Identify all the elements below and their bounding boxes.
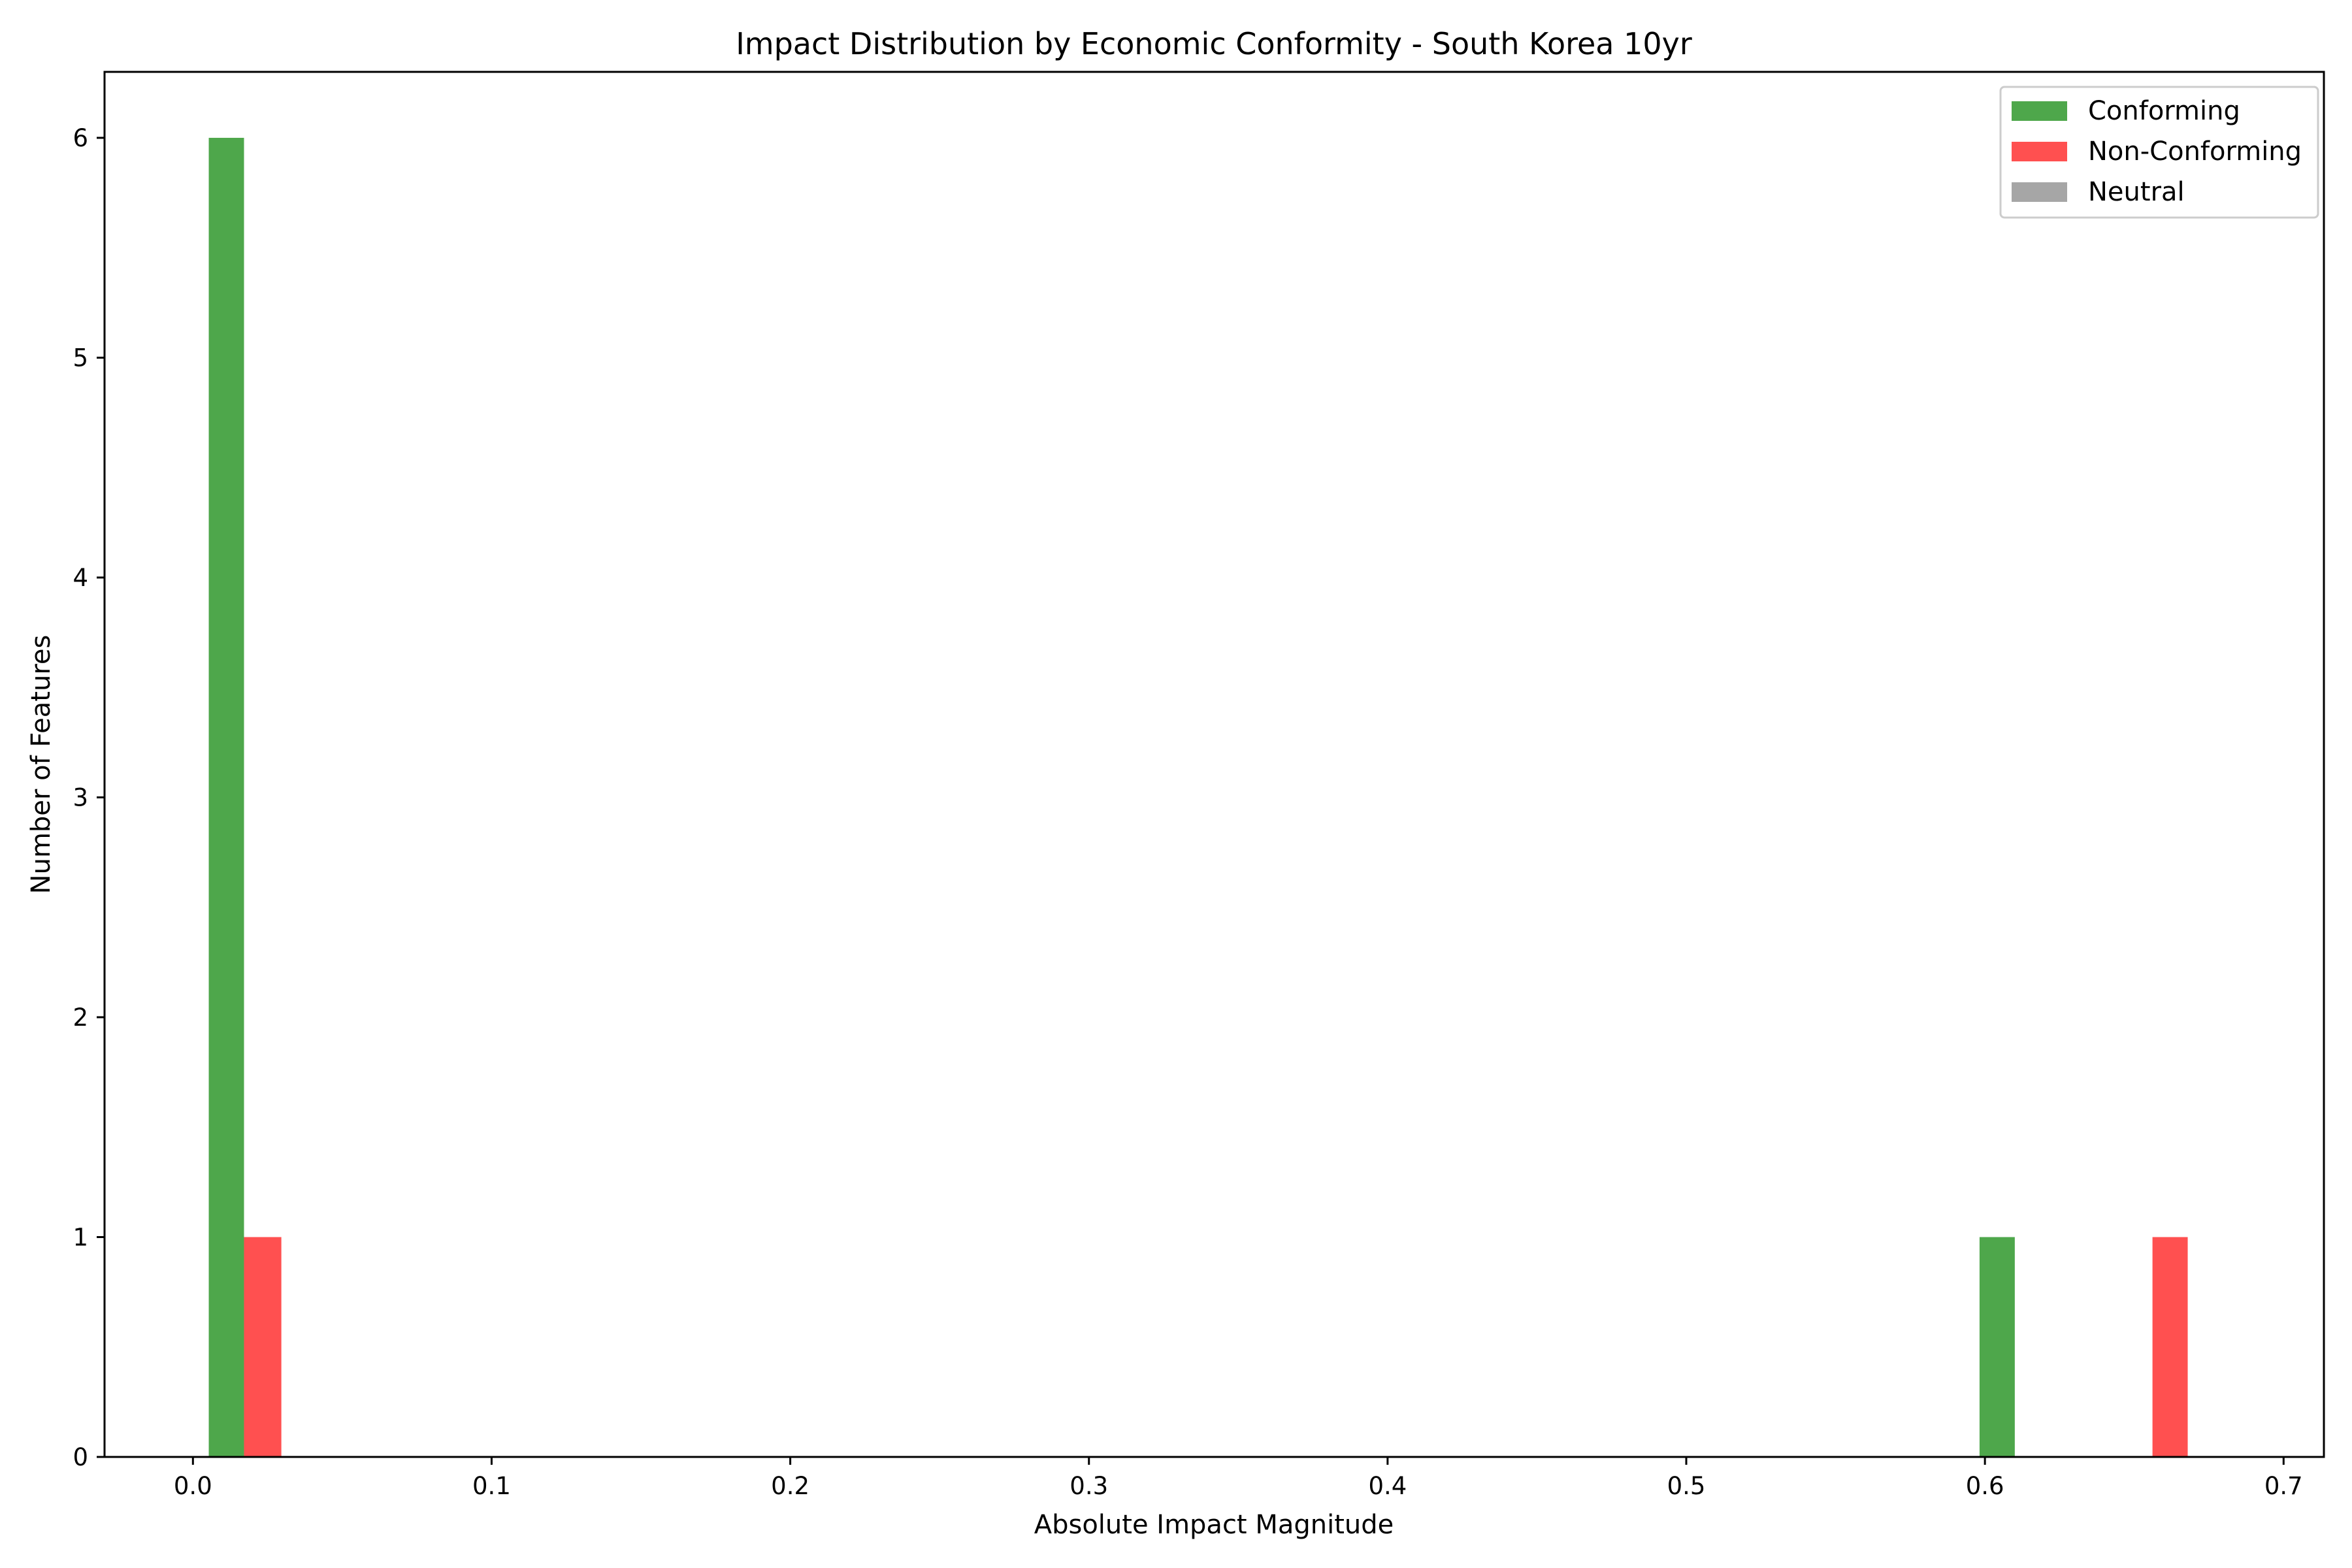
y-tick-label: 0 (73, 1443, 88, 1471)
legend-swatch (2012, 101, 2067, 121)
legend: Conforming Non-Conforming Neutral (1999, 86, 2319, 219)
plot-area-frame (103, 71, 2325, 1458)
x-tick-label: 0.6 (1966, 1472, 2004, 1500)
x-axis-ticks: 0.0 0.1 0.2 0.3 0.4 0.5 0.6 0.7 (174, 1457, 2303, 1500)
legend-label: Non-Conforming (2088, 137, 2302, 167)
y-tick-label: 4 (73, 564, 88, 592)
y-tick-label: 2 (73, 1004, 88, 1032)
x-tick-label: 0.2 (771, 1472, 809, 1500)
legend-frame (1999, 86, 2319, 219)
chart-title: Impact Distribution by Economic Conformi… (736, 26, 1692, 61)
x-axis-label: Absolute Impact Magnitude (1034, 1510, 1394, 1540)
x-tick-label: 0.3 (1070, 1472, 1108, 1500)
x-tick-label: 0.1 (472, 1472, 511, 1500)
legend-label: Neutral (2088, 177, 2185, 207)
legend-swatch (2012, 182, 2067, 202)
x-tick-label: 0.7 (2264, 1472, 2303, 1500)
y-tick-label: 5 (73, 344, 88, 372)
y-tick-label: 1 (73, 1223, 88, 1251)
x-tick-label: 0.0 (174, 1472, 212, 1500)
y-tick-label: 6 (73, 124, 88, 152)
bars-layer (208, 137, 2188, 1457)
bar-non-conforming-0 (244, 1237, 282, 1457)
x-tick-label: 0.5 (1667, 1472, 1706, 1500)
y-axis-label: Number of Features (26, 635, 56, 894)
bar-conforming-1 (1979, 1237, 2015, 1457)
legend-label: Conforming (2088, 96, 2240, 126)
y-tick-label: 3 (73, 783, 88, 811)
bar-conforming-0 (208, 137, 244, 1457)
y-axis-ticks: 0 1 2 3 4 5 6 (73, 124, 105, 1471)
legend-swatch (2012, 142, 2067, 161)
x-tick-label: 0.4 (1368, 1472, 1407, 1500)
bar-non-conforming-1 (2152, 1237, 2188, 1457)
